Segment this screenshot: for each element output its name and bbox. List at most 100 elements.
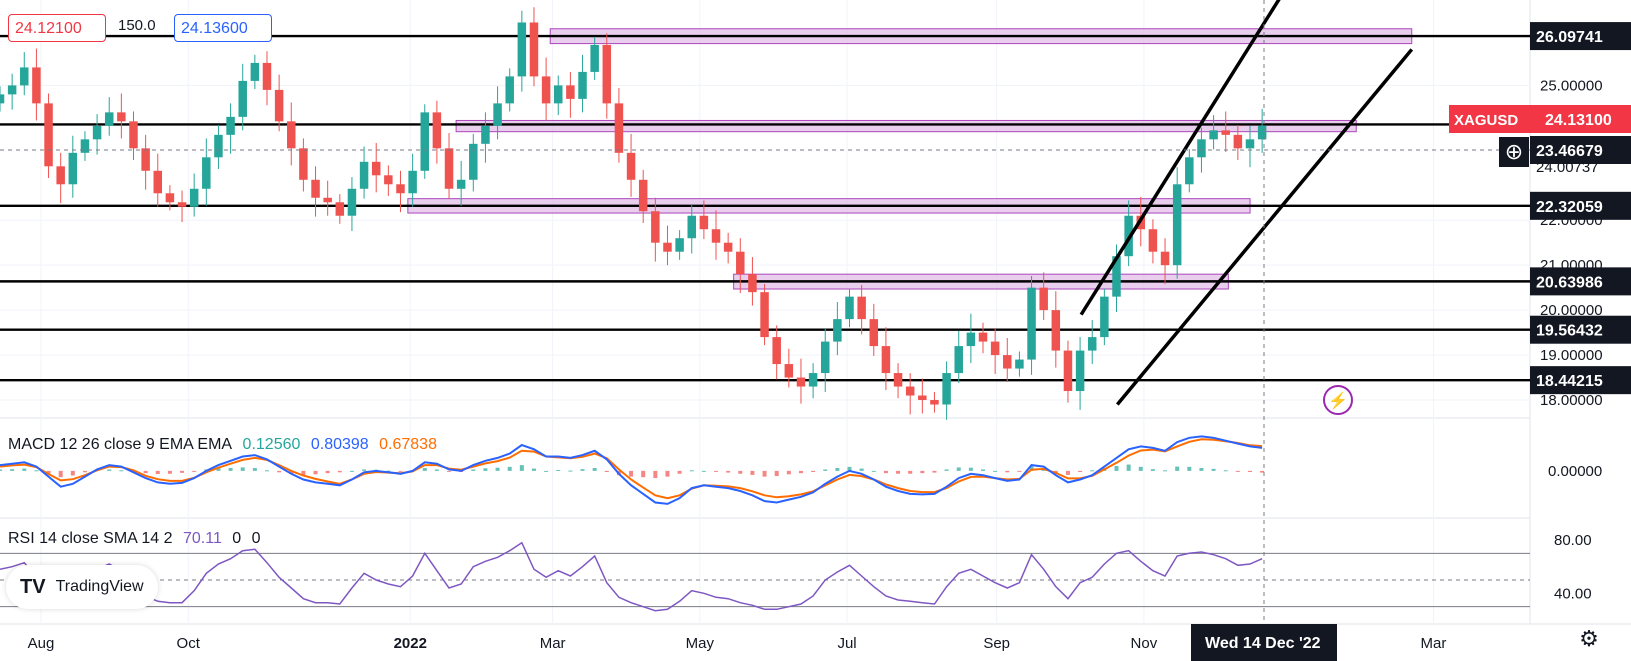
macd-histogram-bar bbox=[325, 470, 330, 474]
candle-body bbox=[1063, 350, 1073, 392]
candle-body bbox=[1209, 130, 1218, 140]
spread-value: 150.0 bbox=[118, 17, 156, 34]
macd-histogram-bar bbox=[228, 468, 233, 471]
macd-pane: 0.00000 bbox=[0, 435, 1602, 505]
candle-body bbox=[590, 44, 599, 72]
candle-body bbox=[469, 143, 478, 180]
channel-line bbox=[1115, 48, 1414, 406]
macd-histogram-bar bbox=[920, 470, 925, 474]
macd-histogram-bar bbox=[653, 470, 658, 479]
candle-body bbox=[359, 161, 369, 189]
hidden-price-fragment: 24.00737 bbox=[1536, 159, 1599, 176]
candle-body bbox=[117, 112, 126, 122]
candle-body bbox=[772, 337, 781, 365]
macd-histogram-bar bbox=[507, 466, 512, 471]
macd-histogram-bar bbox=[896, 470, 901, 474]
macd-histogram-bar bbox=[726, 470, 731, 473]
candle-body bbox=[760, 292, 769, 338]
macd-histogram-bar bbox=[604, 470, 609, 473]
macd-histogram-bar bbox=[823, 469, 828, 471]
candle-body bbox=[505, 76, 514, 104]
gear-icon[interactable]: ⚙ bbox=[1579, 626, 1599, 651]
time-tick-label: May bbox=[686, 635, 715, 652]
candle-body bbox=[420, 112, 430, 171]
candle-body bbox=[1112, 256, 1121, 297]
candles bbox=[0, 7, 1267, 420]
rsi-sma-value-a: 0 bbox=[232, 530, 242, 547]
candle-body bbox=[881, 346, 891, 374]
macd-histogram-bar bbox=[592, 468, 597, 471]
candle-body bbox=[493, 103, 502, 126]
candle-body bbox=[32, 67, 41, 104]
lightning-bolt-icon[interactable]: ⚡ bbox=[1323, 385, 1353, 415]
time-tick-label: Jul bbox=[837, 635, 856, 652]
rsi-legend[interactable]: RSI 14 close SMA 14 2 70.11 0 0 bbox=[8, 530, 267, 548]
macd-legend[interactable]: MACD 12 26 close 9 EMA EMA 0.12560 0.803… bbox=[8, 436, 443, 454]
candle-body bbox=[942, 373, 951, 405]
candle-body bbox=[796, 377, 806, 387]
macd-histogram-bar bbox=[1211, 468, 1216, 471]
macd-histogram-bar bbox=[434, 469, 439, 471]
macd-histogram-bar bbox=[981, 469, 986, 471]
candle-body bbox=[529, 22, 539, 77]
macd-histogram-bar bbox=[0, 469, 2, 471]
bid-price-box[interactable]: 24.12100 bbox=[8, 14, 106, 42]
candle-body bbox=[626, 152, 636, 180]
candle-body bbox=[384, 175, 393, 185]
candle-body bbox=[869, 319, 879, 347]
add-alert-plus-icon[interactable]: ⊕ bbox=[1499, 137, 1529, 167]
time-tick-label: Mar bbox=[1421, 635, 1447, 652]
candle-body bbox=[748, 274, 757, 293]
macd-histogram-bar bbox=[82, 470, 87, 473]
macd-histogram-bar bbox=[786, 470, 791, 475]
macd-histogram-bar bbox=[629, 470, 634, 477]
tradingview-wordmark: TradingView bbox=[55, 578, 144, 595]
macd-histogram-bar bbox=[483, 468, 488, 471]
candle-body bbox=[905, 386, 915, 396]
macd-histogram-bar bbox=[70, 470, 75, 476]
candle-body bbox=[1221, 130, 1230, 135]
macd-histogram-bar bbox=[277, 470, 282, 473]
candle-body bbox=[347, 188, 357, 216]
channel-line bbox=[1079, 0, 1281, 316]
candle-body bbox=[1039, 287, 1048, 311]
candle-body bbox=[1087, 337, 1097, 351]
macd-histogram-bar bbox=[993, 470, 998, 472]
macd-histogram-bar bbox=[1187, 466, 1192, 471]
candle-body bbox=[966, 332, 976, 347]
macd-histogram-bar bbox=[398, 470, 403, 472]
candle-body bbox=[1172, 184, 1182, 266]
candle-body bbox=[165, 193, 175, 203]
macd-histogram-bar bbox=[192, 470, 197, 472]
ask-price-box[interactable]: 24.13600 bbox=[174, 14, 272, 42]
macd-histogram-bar bbox=[871, 470, 876, 472]
candle-body bbox=[820, 341, 830, 374]
macd-histogram-bar bbox=[944, 469, 949, 471]
candle-body bbox=[92, 125, 102, 140]
macd-histogram-bar bbox=[1138, 466, 1143, 471]
macd-histogram-bar bbox=[665, 470, 670, 477]
macd-histogram-bar bbox=[1150, 469, 1155, 471]
time-tick-label: Sep bbox=[983, 635, 1010, 652]
candle-body bbox=[1075, 350, 1085, 392]
tradingview-mark-icon: TV bbox=[20, 575, 46, 598]
level-tag-bg bbox=[1530, 315, 1631, 344]
candle-body bbox=[614, 103, 624, 153]
macd-line-value: 0.80398 bbox=[310, 436, 369, 453]
candle-body bbox=[189, 188, 199, 207]
candle-body bbox=[833, 319, 842, 342]
candle-body bbox=[323, 197, 332, 203]
macd-histogram-bar bbox=[847, 466, 852, 471]
rsi-value: 70.11 bbox=[182, 530, 222, 547]
macd-histogram-bar bbox=[531, 468, 536, 471]
price-axis: 25.0000022.0000021.0000020.0000019.00000… bbox=[1540, 77, 1603, 409]
macd-histogram-bar bbox=[835, 468, 840, 471]
level-tag-bg bbox=[1530, 22, 1631, 51]
tradingview-logo[interactable]: TV TradingView bbox=[6, 565, 158, 609]
candle-body bbox=[311, 179, 320, 198]
time-axis: Aug Oct 2022 Mar May Jul Sep Nov Mar bbox=[28, 635, 1447, 652]
candle-body bbox=[578, 71, 587, 99]
macd-histogram-bar bbox=[349, 470, 354, 472]
macd-histogram-bar bbox=[289, 470, 294, 474]
